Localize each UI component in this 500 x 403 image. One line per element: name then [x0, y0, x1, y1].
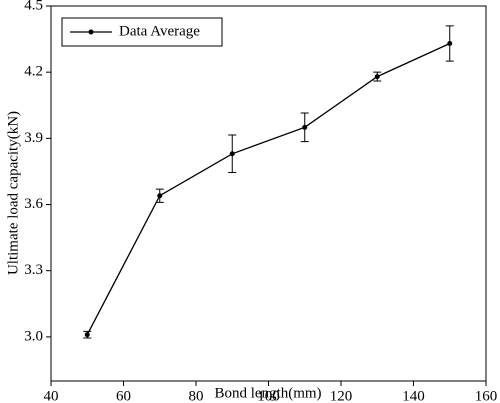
plot-frame [50, 5, 487, 382]
data-point [157, 193, 163, 199]
data-point [447, 41, 453, 46]
data-point [84, 332, 90, 338]
x-tick-label: 40 [44, 388, 59, 403]
y-tick-label: 4.5 [24, 0, 43, 13]
x-tick-label: 120 [330, 388, 353, 403]
y-tick-label: 3.9 [24, 130, 43, 146]
data-line [86, 42, 451, 335]
y-axis-label: Ultimate load capacity(kN) [5, 111, 21, 275]
x-axis-label: Bond length(mm) [214, 385, 321, 401]
y-tick-label: 3.6 [24, 196, 43, 212]
x-tick-label: 140 [402, 388, 425, 403]
x-tick-label: 160 [475, 388, 498, 403]
y-tick-label: 4.2 [24, 64, 43, 80]
x-tick-label: 80 [189, 388, 204, 403]
legend-label: Data Average [119, 23, 200, 39]
y-tick-label: 3.0 [24, 328, 43, 344]
data-point [374, 74, 380, 80]
x-tick-label: 60 [116, 388, 131, 403]
x-tick-label: 100 [257, 388, 280, 403]
data-point [302, 124, 308, 130]
legend-marker [88, 29, 94, 35]
data-point [229, 151, 235, 157]
y-tick-label: 3.3 [24, 262, 43, 278]
